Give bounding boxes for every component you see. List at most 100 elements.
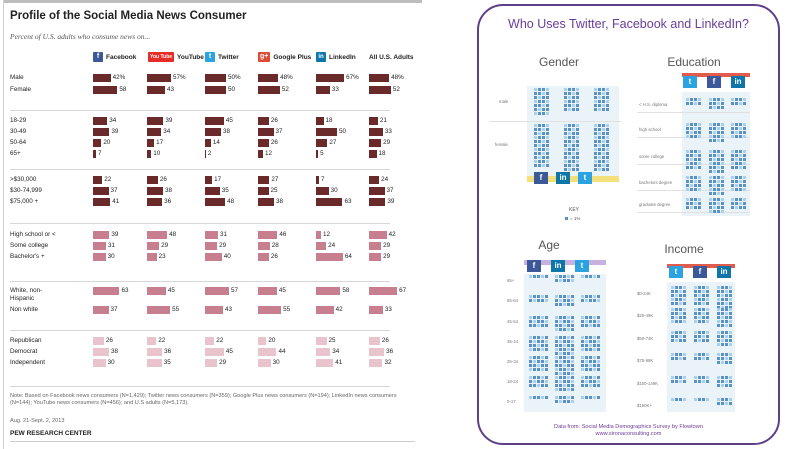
dot-mark: [721, 198, 724, 201]
dot-mark: [729, 312, 732, 315]
dot-mark: [571, 336, 574, 339]
bar: [258, 348, 277, 356]
dot-mark: [698, 380, 701, 383]
dot-mark: [533, 384, 536, 387]
dot-mark: [721, 312, 724, 315]
dot-mark: [541, 299, 544, 302]
dot-mark: [546, 152, 549, 155]
column-label: LinkedIn: [329, 53, 356, 61]
dot-mark: [568, 140, 571, 143]
bar-value: 48: [169, 231, 177, 238]
dot-mark: [686, 184, 689, 187]
dot-mark: [729, 324, 732, 327]
bar: [369, 359, 383, 367]
dot-mark: [679, 302, 682, 305]
dot-mark: [598, 104, 601, 107]
dot-mark: [537, 368, 540, 371]
dot-mark: [694, 335, 697, 338]
dot-mark: [739, 98, 742, 101]
dot-mark: [576, 96, 579, 99]
dot-mark: [589, 380, 592, 383]
dot-mark: [721, 139, 724, 142]
dot-mark: [567, 316, 570, 319]
bar-value: 30: [330, 187, 338, 194]
dot-mark: [717, 357, 720, 360]
dot-mark: [717, 384, 720, 387]
dot-mark: [594, 156, 597, 159]
dot-mark: [581, 320, 584, 323]
bar-value: 14: [212, 139, 220, 146]
age-label: 45-54: [507, 319, 518, 324]
dot-mark: [563, 372, 566, 375]
dot-mark: [735, 184, 738, 187]
dot-mark: [694, 290, 697, 293]
facebook-icon: f: [534, 172, 548, 184]
dot-mark: [563, 352, 566, 355]
bar: [93, 198, 111, 206]
dot-mark: [698, 290, 701, 293]
dot-mark: [713, 139, 716, 142]
bar: [316, 337, 327, 345]
bar: [93, 287, 120, 295]
dot-mark: [721, 102, 724, 105]
dot-mark: [555, 324, 558, 327]
bar-value: 37: [386, 187, 394, 194]
dot-mark: [593, 320, 596, 323]
dot-mark: [593, 348, 596, 351]
dot-mark: [563, 336, 566, 339]
dot-mark: [702, 331, 705, 334]
dot-mark: [563, 344, 566, 347]
dot-mark: [702, 308, 705, 311]
dot-mark: [598, 100, 601, 103]
dot-mark: [694, 320, 697, 323]
bar-value: 26: [105, 337, 113, 344]
dot-mark: [671, 331, 674, 334]
dot-mark: [675, 316, 678, 319]
dot-mark: [686, 198, 689, 201]
income-label: $75-99K: [637, 358, 654, 363]
dot-mark: [606, 128, 609, 131]
dot-mark: [694, 154, 697, 157]
bar-value: 7: [97, 150, 102, 157]
dot-mark: [594, 140, 597, 143]
dot-mark: [679, 380, 682, 383]
dot-mark: [698, 339, 701, 342]
dot-mark: [721, 123, 724, 126]
bar-value: 7: [320, 176, 325, 183]
dot-mark: [555, 356, 558, 359]
age-dot-grid: [581, 396, 601, 399]
dot-mark: [690, 154, 693, 157]
source-line-2: www.sironaconsulting.com: [595, 431, 662, 437]
dot-mark: [534, 88, 537, 91]
dot-mark: [563, 376, 566, 379]
dot-mark: [555, 299, 558, 302]
bar: [205, 306, 224, 314]
dot-mark: [717, 198, 720, 201]
dot-mark: [594, 104, 597, 107]
dot-mark: [729, 361, 732, 364]
dot-mark: [721, 335, 724, 338]
bar: [147, 176, 158, 184]
education-network-icons: t f in: [683, 76, 747, 88]
bar-value: 18: [378, 150, 386, 157]
dot-mark: [725, 335, 728, 338]
dot-mark: [694, 298, 697, 301]
dot-mark: [555, 388, 558, 391]
bar: [316, 242, 327, 250]
dot-mark: [725, 357, 728, 360]
row-label: High school or <: [10, 231, 56, 238]
dot-mark: [563, 380, 566, 383]
dot-mark: [541, 348, 544, 351]
dot-mark: [576, 92, 579, 95]
dot-mark: [589, 396, 592, 399]
dot-mark: [598, 164, 601, 167]
dot-mark: [675, 298, 678, 301]
dot-mark: [694, 331, 697, 334]
bar: [205, 128, 221, 136]
dot-mark: [563, 316, 566, 319]
key-legend: = 1%: [565, 216, 580, 221]
bar-value: 40: [223, 253, 231, 260]
dot-mark: [725, 294, 728, 297]
column-header-facebook: f Facebook: [93, 51, 136, 63]
dot-mark: [731, 102, 734, 105]
